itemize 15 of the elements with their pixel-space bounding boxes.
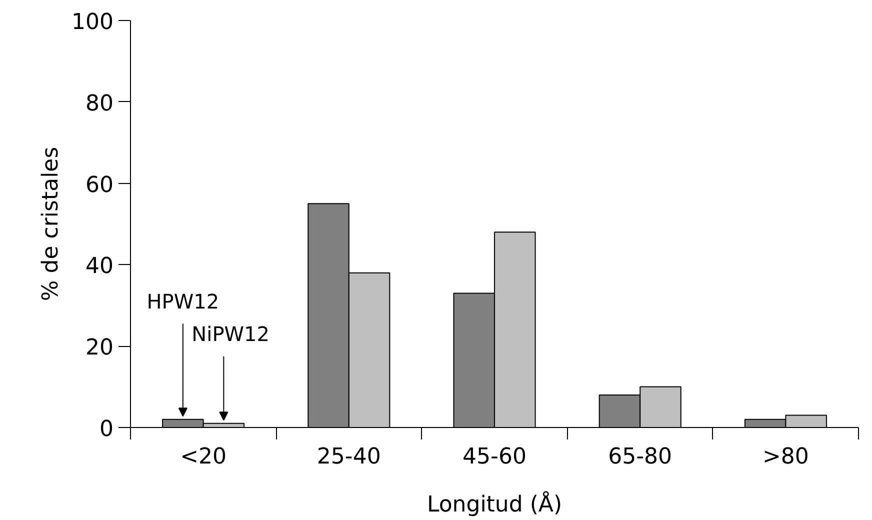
x-axis-title: Longitud (Å) (426, 490, 562, 518)
y-tick-label: 80 (86, 91, 114, 116)
y-tick-label: 20 (86, 336, 114, 361)
y-axis-title: % de cristales (38, 146, 64, 302)
x-tick-label: >80 (762, 444, 809, 470)
text: NiPW12 (192, 322, 270, 346)
y-tick-label: 40 (86, 254, 114, 280)
y-tick-label: 0 (100, 417, 114, 442)
text: HPW12 (146, 290, 220, 314)
x-tick-label: 25-40 (316, 444, 381, 470)
y-tick-label: 100 (72, 10, 114, 35)
y-tick-label: 60 (86, 172, 114, 198)
x-tick-label: 45-60 (462, 444, 526, 470)
x-tick-label: <20 (180, 444, 227, 470)
x-tick-label: 65-80 (608, 444, 672, 470)
